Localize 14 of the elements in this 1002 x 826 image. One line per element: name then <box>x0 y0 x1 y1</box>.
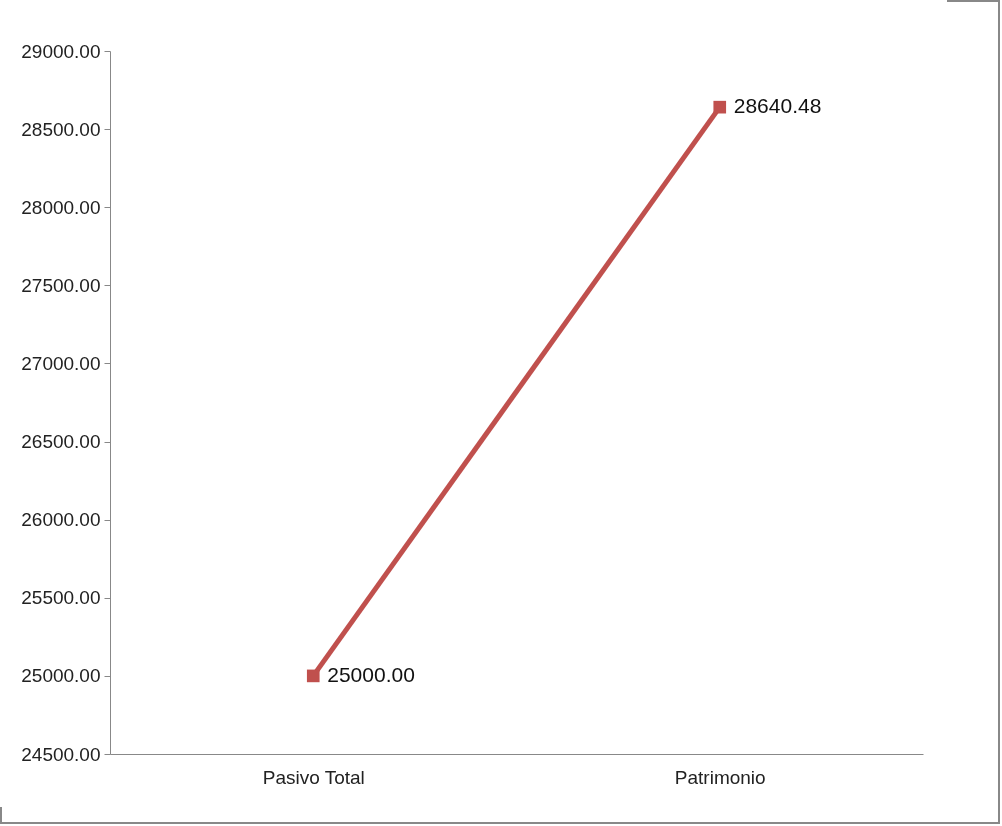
y-tick-label: 24500.00 <box>21 743 101 765</box>
y-tick-label: 27500.00 <box>21 274 101 296</box>
x-tick-label: Pasivo Total <box>262 766 365 788</box>
y-tick-label: 26500.00 <box>21 431 101 453</box>
y-tick-label: 25000.00 <box>21 665 101 687</box>
y-tick-label: 26000.00 <box>21 509 101 531</box>
y-tick-label: 27000.00 <box>21 352 101 374</box>
data-label: 28640.48 <box>733 94 822 118</box>
y-tick-label: 28500.00 <box>21 118 101 140</box>
data-label: 25000.00 <box>327 662 415 686</box>
y-tick-label: 28000.00 <box>21 196 101 218</box>
y-tick-label: 25500.00 <box>21 587 101 609</box>
x-tick-label: Patrimonio <box>674 766 766 788</box>
y-tick-label: 29000.00 <box>21 40 101 62</box>
